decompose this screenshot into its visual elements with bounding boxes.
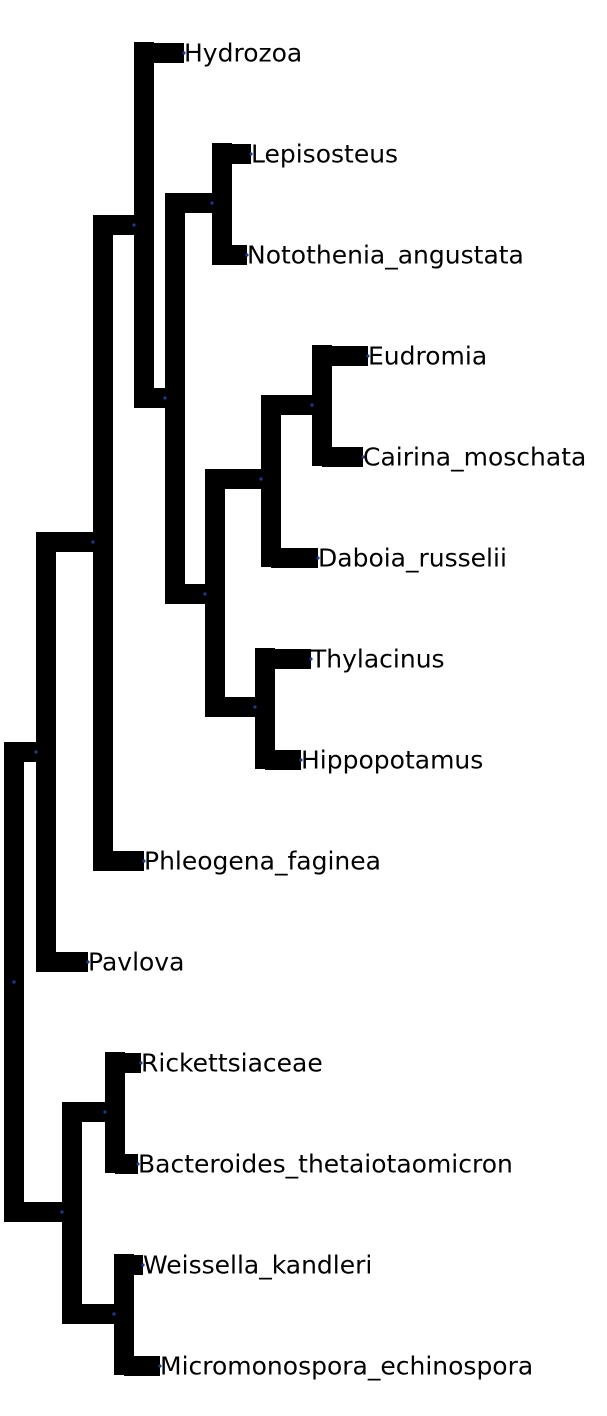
link-h-cairina	[322, 447, 363, 467]
leaf-label-eudromia: Eudromia	[368, 342, 487, 371]
node-markers	[12, 51, 370, 1368]
link-l-micromonospora	[124, 1356, 160, 1376]
link-l-weissella-dot	[141, 1263, 145, 1267]
leaf-label-daboia-russelii: Daboia_russelii	[318, 544, 507, 573]
clade-j-vertical	[62, 1102, 82, 1324]
clade-g-vertical	[261, 395, 281, 567]
link-k-bacteroides-dot	[136, 1162, 140, 1166]
link-l-micromonospora-dot	[158, 1364, 162, 1368]
link-e-lepisosteus	[222, 144, 251, 164]
link-root-a-dot	[34, 750, 38, 754]
link-f-g-dot	[259, 477, 263, 481]
clade-k-vertical	[105, 1052, 125, 1173]
link-d-f	[175, 584, 205, 604]
link-root-j-dot	[60, 1210, 64, 1214]
leaf-label-thylacinus: Thylacinus	[310, 645, 445, 674]
link-root-a	[14, 742, 36, 762]
link-k-rickettsiaceae	[115, 1053, 141, 1073]
link-k-bacteroides	[115, 1154, 138, 1174]
link-i-hippopotamus	[265, 750, 301, 770]
leaf-label-micromonospora-echinospora: Micromonospora_echinospora	[160, 1352, 533, 1381]
link-j-l-dot	[112, 1312, 116, 1316]
link-d-f-dot	[203, 592, 207, 596]
link-j-k	[72, 1102, 105, 1122]
clade-b-vertical	[93, 215, 113, 871]
clade-i-vertical	[255, 648, 275, 769]
leaf-label-hippopotamus: Hippopotamus	[301, 746, 483, 775]
link-h-eudromia	[322, 346, 368, 366]
link-root-j	[14, 1202, 62, 1222]
leaf-label-phleogena-faginea: Phleogena_faginea	[144, 847, 381, 876]
leaf-label-notothenia-angustata: Notothenia_angustata	[247, 241, 524, 270]
link-g-h-dot	[310, 403, 314, 407]
link-k-rickettsiaceae-dot	[139, 1061, 143, 1065]
link-d-e	[175, 193, 212, 213]
link-f-i	[215, 697, 255, 717]
link-b-phleogena-dot	[142, 859, 146, 863]
link-g-h	[271, 395, 312, 415]
link-e-lepisosteus-dot	[249, 152, 253, 156]
link-b-phleogena	[103, 851, 144, 871]
link-f-g	[215, 469, 261, 489]
link-h-eudromia-dot	[366, 354, 370, 358]
link-g-daboia-dot	[316, 556, 320, 560]
clade-a-vertical	[36, 532, 56, 972]
tree-branches	[4, 42, 368, 1376]
link-j-l	[72, 1304, 114, 1324]
link-i-thylacinus	[265, 649, 311, 669]
leaf-label-hydrozoa: Hydrozoa	[184, 39, 302, 68]
link-b-c	[103, 215, 134, 235]
link-e-notothenia	[222, 245, 247, 265]
leaf-labels: Hydrozoa Lepisosteus Notothenia_angustat…	[88, 39, 586, 1381]
link-c-d	[144, 388, 165, 408]
link-c-hydrozoa-dot	[182, 51, 186, 55]
link-j-k-dot	[103, 1110, 107, 1114]
clade-l-vertical	[114, 1254, 134, 1375]
root-stub-dot	[12, 980, 16, 984]
link-g-daboia	[271, 548, 318, 568]
link-i-hippopotamus-dot	[299, 758, 303, 762]
link-c-hydrozoa	[144, 43, 184, 63]
root-stub	[4, 972, 14, 992]
link-l-weissella	[124, 1255, 143, 1275]
leaf-label-bacteroides-thetaiotaomicron: Bacteroides_thetaiotaomicron	[138, 1150, 513, 1179]
link-i-thylacinus-dot	[309, 657, 313, 661]
link-c-d-dot	[163, 396, 167, 400]
link-a-b	[46, 532, 93, 552]
link-a-pavlova-dot	[86, 960, 90, 964]
link-b-c-dot	[132, 223, 136, 227]
leaf-label-weissella-kandleri: Weissella_kandleri	[143, 1251, 372, 1280]
leaf-label-lepisosteus: Lepisosteus	[251, 140, 398, 169]
leaf-label-cairina-moschata: Cairina_moschata	[363, 443, 586, 472]
link-f-i-dot	[253, 705, 257, 709]
link-h-cairina-dot	[361, 455, 365, 459]
leaf-label-pavlova: Pavlova	[88, 948, 184, 977]
clade-f-vertical	[205, 469, 225, 717]
link-d-e-dot	[210, 201, 214, 205]
link-e-notothenia-dot	[245, 253, 249, 257]
clade-d-vertical	[165, 193, 185, 604]
clade-e-vertical	[212, 143, 232, 265]
clade-c-vertical	[134, 42, 154, 408]
link-a-pavlova	[46, 952, 88, 972]
link-a-b-dot	[91, 540, 95, 544]
leaf-label-rickettsiaceae: Rickettsiaceae	[141, 1049, 323, 1078]
clade-h-vertical	[312, 345, 332, 466]
